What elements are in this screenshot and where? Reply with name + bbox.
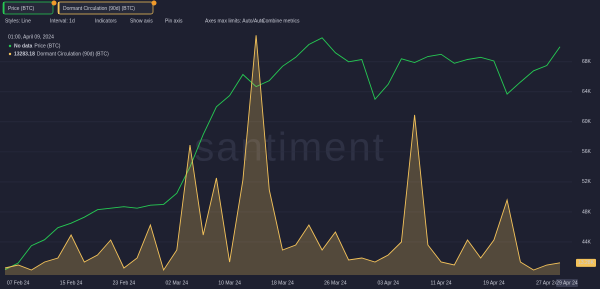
toolbar-control[interactable]: Combine metrics <box>262 18 300 24</box>
x-cursor-label: 29 Apr 24 <box>556 280 578 286</box>
x-tick-label: 23 Feb 24 <box>113 280 136 286</box>
x-tick-label: 03 Apr 24 <box>378 280 400 286</box>
tooltip-name: Dormant Circulation (90d) (BTC) <box>37 51 109 57</box>
x-tick-label: 19 Apr 24 <box>483 280 505 286</box>
x-tick-label: 18 Mar 24 <box>271 280 294 286</box>
tab-label: Price (BTC) <box>8 6 34 12</box>
x-tick-label: 07 Feb 24 <box>7 280 30 286</box>
tooltip-dot <box>8 44 12 48</box>
x-tick-label: 02 Mar 24 <box>166 280 189 286</box>
tooltip-value: No data <box>14 43 33 49</box>
area <box>5 35 560 275</box>
tab-badge <box>151 0 157 6</box>
y-tick-label: 64K <box>582 89 592 95</box>
tab-accent <box>58 2 60 14</box>
tab-label: Dormant Circulation (90d) (BTC) <box>63 6 135 12</box>
tab-badge <box>51 0 57 6</box>
x-tick-label: 10 Mar 24 <box>218 280 241 286</box>
tab-accent <box>3 2 5 14</box>
y-tick-label: 68K <box>582 59 592 65</box>
line <box>4 35 561 272</box>
tooltip-dot <box>8 52 12 56</box>
x-tick-label: 27 Apr 24 <box>536 280 558 286</box>
x-tick-label: 11 Apr 24 <box>431 280 452 286</box>
tooltip-value: 13283.18 <box>14 51 35 57</box>
toolbar-control[interactable]: Pin axis <box>165 18 183 24</box>
toolbar-control[interactable]: Show axis <box>130 18 153 24</box>
x-cursor-bg <box>556 279 578 287</box>
y-tick-label: 52K <box>582 179 592 185</box>
toolbar-control[interactable]: Styles: Line <box>5 18 31 24</box>
y-tick-label: 44K <box>582 239 592 245</box>
x-tick-label: 26 Mar 24 <box>324 280 347 286</box>
value-label-bg <box>576 258 596 267</box>
toolbar-control[interactable]: Indicators <box>95 18 117 24</box>
value-label: 13.28K <box>578 260 595 266</box>
x-tick-label: 15 Feb 24 <box>60 280 83 286</box>
toolbar-control[interactable]: Interval: 1d <box>50 18 75 24</box>
y-tick-label: 60K <box>582 119 592 125</box>
toolbar-control[interactable]: Axes max limits: Auto/Auto <box>205 18 264 24</box>
watermark: santiment <box>194 126 385 170</box>
tooltip-date: 01:00, April 09, 2024 <box>8 34 54 40</box>
tooltip-name: Price (BTC) <box>34 43 60 49</box>
y-tick-label: 56K <box>582 149 592 155</box>
y-tick-label: 48K <box>582 209 592 215</box>
line <box>4 37 561 271</box>
